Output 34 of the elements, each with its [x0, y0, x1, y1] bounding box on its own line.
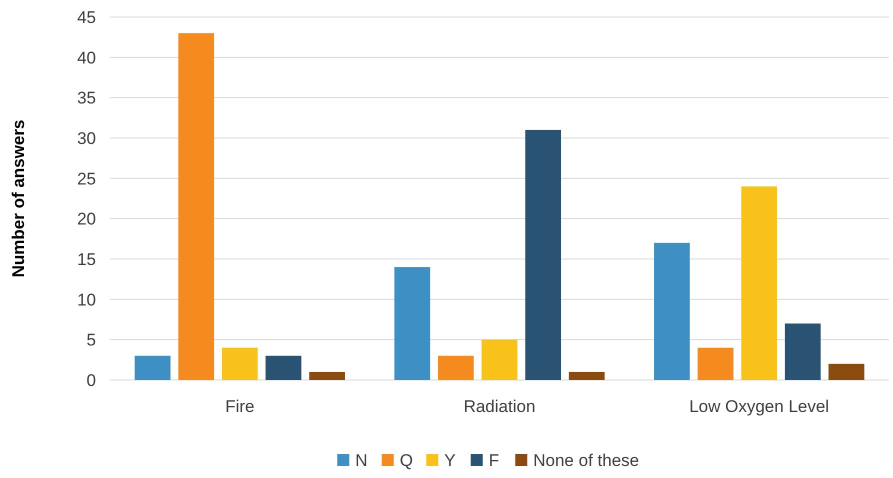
bar [394, 267, 430, 380]
y-axis-title: Number of answers [9, 120, 28, 278]
y-tick-label: 40 [77, 48, 96, 68]
legend-label: None of these [533, 451, 640, 470]
bar [525, 130, 562, 380]
y-tick-label: 20 [77, 210, 96, 229]
x-tick-label: Fire [225, 397, 254, 416]
bar [784, 324, 821, 380]
y-tick-label: 5 [86, 330, 96, 350]
y-tick-label: 35 [77, 88, 96, 108]
bar [309, 372, 345, 380]
bar [568, 372, 605, 380]
bar [828, 364, 864, 380]
y-tick-label: 45 [77, 8, 96, 27]
y-tick-label: 25 [77, 169, 96, 188]
bar [222, 348, 258, 380]
bar [438, 356, 474, 380]
x-tick-label: Radiation [464, 397, 536, 416]
y-tick-label: 30 [77, 128, 96, 148]
bar [741, 186, 778, 380]
bar [134, 356, 170, 380]
y-tick-label: 10 [77, 290, 96, 310]
bar [654, 242, 690, 380]
legend-label: N [355, 451, 368, 470]
bar [482, 340, 518, 380]
bar [266, 356, 302, 380]
legend-label: Q [400, 451, 413, 470]
y-tick-label: 15 [77, 250, 96, 269]
x-tick-label: Low Oxygen Level [689, 397, 830, 416]
y-tick-label: 0 [86, 370, 96, 390]
bar [178, 33, 214, 380]
bar [698, 348, 734, 380]
legend-label: F [488, 451, 500, 470]
legend-label: Y [444, 451, 456, 470]
